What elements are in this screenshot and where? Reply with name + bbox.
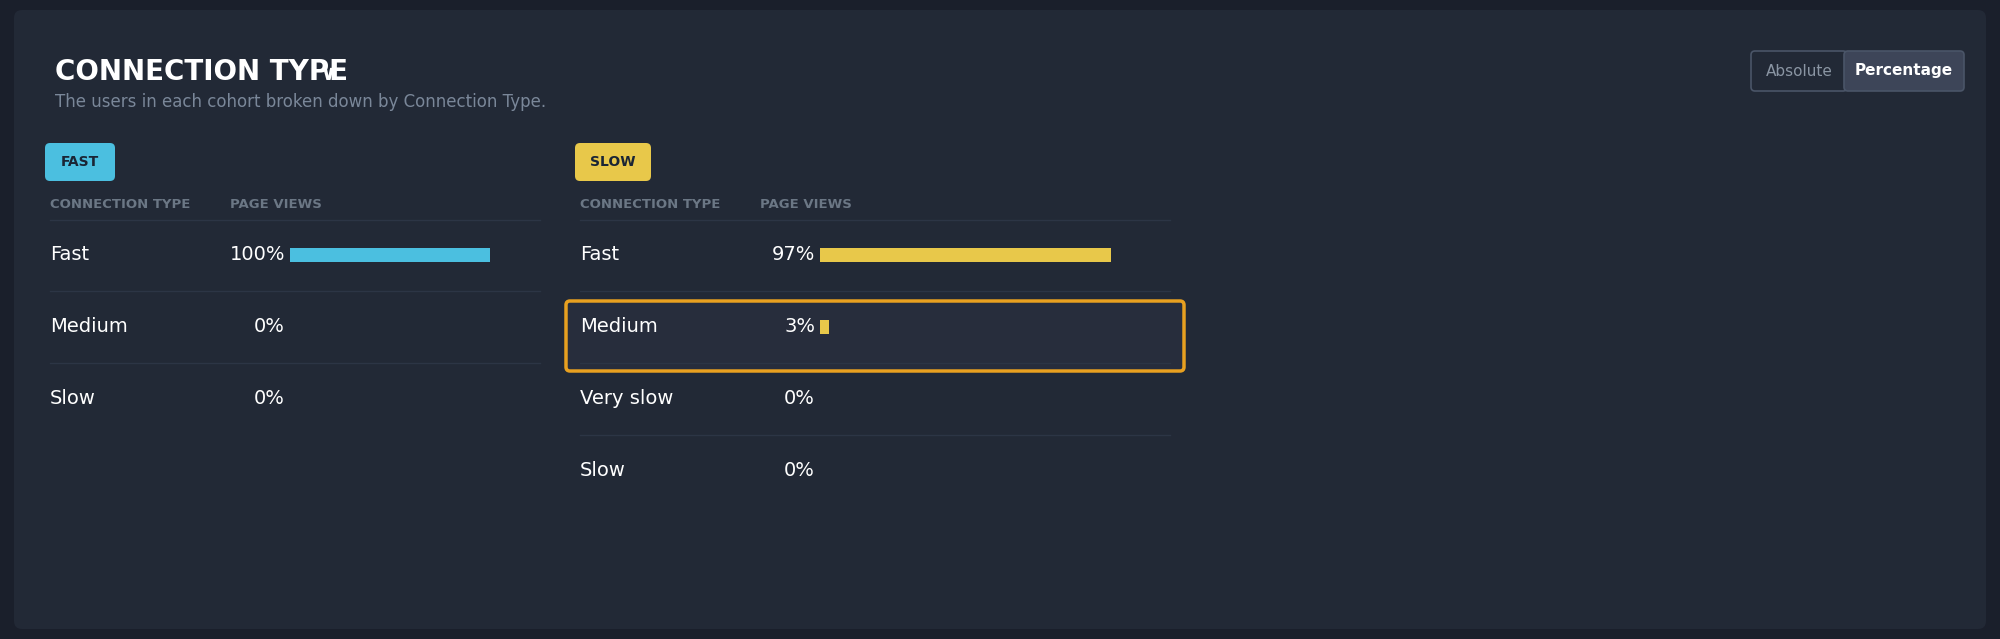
Text: FAST: FAST <box>60 155 100 169</box>
Text: CONNECTION TYPE: CONNECTION TYPE <box>56 58 348 86</box>
Text: 100%: 100% <box>230 245 286 265</box>
Text: ∨: ∨ <box>320 64 336 84</box>
Text: PAGE VIEWS: PAGE VIEWS <box>230 199 322 212</box>
Text: Medium: Medium <box>580 318 658 337</box>
Text: 0%: 0% <box>784 390 816 408</box>
Text: CONNECTION TYPE: CONNECTION TYPE <box>580 199 720 212</box>
Text: 0%: 0% <box>254 318 286 337</box>
FancyBboxPatch shape <box>576 143 652 181</box>
Text: Absolute: Absolute <box>1766 63 1832 79</box>
Text: 0%: 0% <box>254 390 286 408</box>
Text: Percentage: Percentage <box>1854 63 1954 79</box>
FancyBboxPatch shape <box>14 10 1986 629</box>
Bar <box>290 248 490 262</box>
Text: 0%: 0% <box>784 461 816 481</box>
Text: PAGE VIEWS: PAGE VIEWS <box>760 199 852 212</box>
Text: 97%: 97% <box>772 245 816 265</box>
Text: Slow: Slow <box>50 390 96 408</box>
FancyBboxPatch shape <box>566 301 1184 371</box>
FancyBboxPatch shape <box>1752 51 1848 91</box>
Text: Medium: Medium <box>50 318 128 337</box>
Text: SLOW: SLOW <box>590 155 636 169</box>
Text: Fast: Fast <box>580 245 620 265</box>
Text: CONNECTION TYPE: CONNECTION TYPE <box>50 199 190 212</box>
Text: Fast: Fast <box>50 245 90 265</box>
Text: The users in each cohort broken down by Connection Type.: The users in each cohort broken down by … <box>56 93 546 111</box>
FancyBboxPatch shape <box>44 143 116 181</box>
Bar <box>820 320 830 334</box>
Bar <box>820 248 1112 262</box>
Text: 3%: 3% <box>784 318 816 337</box>
FancyBboxPatch shape <box>1844 51 1964 91</box>
Text: Slow: Slow <box>580 461 626 481</box>
Text: Very slow: Very slow <box>580 390 674 408</box>
